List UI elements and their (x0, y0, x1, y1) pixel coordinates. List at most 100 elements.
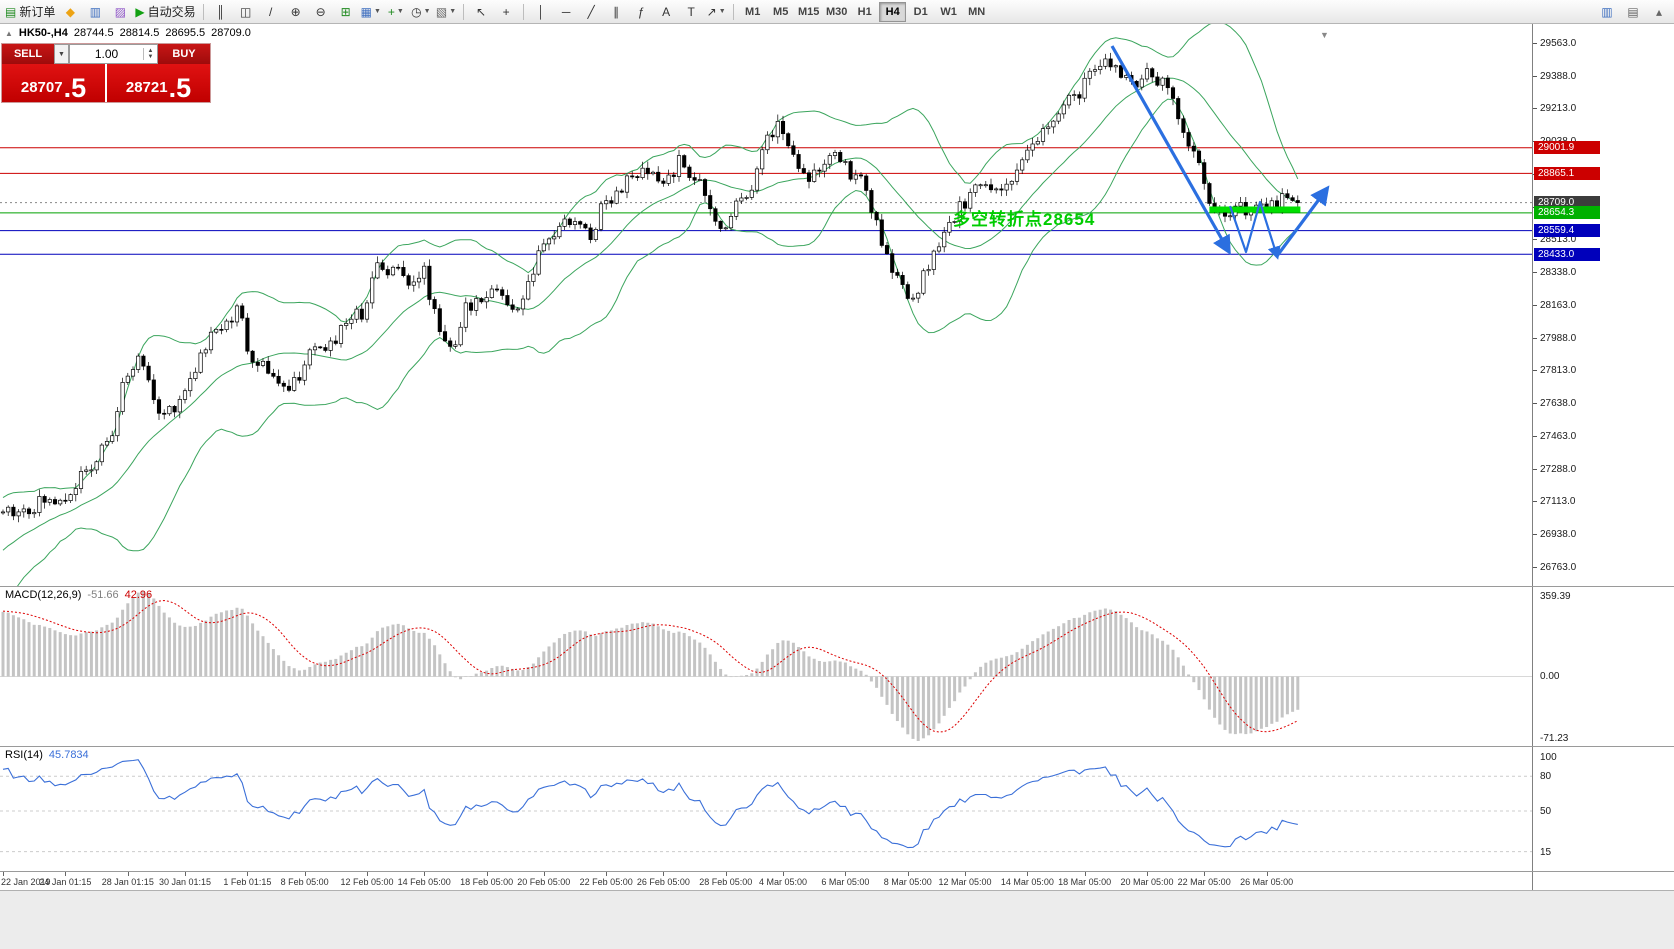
arrows-button[interactable]: ↗ ▼ (704, 2, 728, 22)
text-button[interactable]: A (654, 2, 678, 22)
price-tick-mark (1533, 304, 1537, 306)
macd-bar (219, 612, 223, 677)
chart-list-icon[interactable]: ▥ (1595, 2, 1619, 22)
candle-body (307, 349, 312, 366)
candle-body (1118, 65, 1124, 78)
collapse-panel-icon[interactable]: ▲ (5, 28, 13, 38)
sell-price-display[interactable]: 28707 .5 (2, 64, 105, 102)
panel-separator[interactable] (0, 746, 1674, 747)
cursor-button[interactable]: ↖ (469, 2, 493, 22)
candle-body (1014, 169, 1020, 182)
text-label-button[interactable]: T (679, 2, 703, 22)
macd-bar (1124, 618, 1128, 677)
timeframe-button-d1[interactable]: D1 (913, 5, 928, 18)
trendline-button[interactable]: ╱ (579, 2, 603, 22)
chevron-down-icon[interactable]: ▼ (373, 8, 381, 15)
macd-bar (1228, 676, 1232, 734)
candle-body (73, 488, 78, 495)
market-watch-icon[interactable]: ◆ (58, 2, 82, 22)
candle-body (671, 174, 676, 177)
price-tick-label: 29388.0 (1540, 70, 1577, 82)
macd-bar (6, 612, 10, 677)
chevron-down-icon[interactable]: ▼ (449, 8, 457, 15)
candle-body (234, 305, 240, 323)
chevron-down-icon[interactable]: ▼ (423, 8, 431, 15)
timeframe-button-m30[interactable]: M30 (825, 5, 848, 18)
spinner-down-icon[interactable]: ▼ (147, 54, 154, 60)
macd-bar (521, 670, 525, 677)
panel-separator[interactable] (0, 871, 1674, 872)
line-chart-type-button[interactable]: / (259, 2, 283, 22)
candle-body (905, 284, 910, 299)
horizontal-line-button[interactable]: ─ (554, 2, 578, 22)
sell-button[interactable]: SELL (2, 44, 54, 64)
price-tick-label: 27463.0 (1540, 430, 1577, 442)
macd-bar (594, 635, 598, 677)
candle-body (375, 262, 380, 279)
candle-body (427, 265, 432, 300)
time-axis-label: 28 Feb 05:00 (699, 877, 753, 887)
macd-indicator-panel[interactable] (0, 587, 1532, 746)
timeframe-button-m1[interactable]: M1 (745, 5, 761, 18)
time-axis-label: 22 Mar 05:00 (1177, 877, 1231, 887)
indicators-button[interactable]: + ▼ (384, 2, 408, 22)
channel-button[interactable]: ∥ (604, 2, 628, 22)
time-axis-label: 12 Feb 05:00 (340, 877, 394, 887)
zoom-in-button[interactable]: ⊕ (284, 2, 308, 22)
bar-chart-type-button[interactable]: ║ (209, 2, 233, 22)
pivot-annotation-text[interactable]: 多空转折点28654 (953, 210, 1096, 229)
chart-list-icon-icon: ▥ (1601, 4, 1613, 19)
rsi-indicator-panel[interactable] (0, 747, 1532, 871)
volume-value[interactable]: 1.00 (94, 47, 119, 61)
price-scale[interactable]: 29563.029388.029213.029038.028863.028688… (1532, 24, 1674, 890)
new-order-button[interactable]: ▤ 新订单 (3, 2, 57, 22)
chevron-down-icon[interactable]: ▼ (396, 8, 404, 15)
time-axis[interactable]: 22 Jan 2019 24 Jan 01:15 28 Jan 01:15 30 Ja… (0, 872, 1532, 890)
drawn-arrows[interactable] (1110, 45, 1330, 260)
buy-button[interactable]: BUY (158, 44, 210, 64)
collapse-toolbar-icon[interactable]: ▴ (1647, 2, 1671, 22)
macd-bar (37, 624, 41, 677)
time-axis-label: 30 Jan 01:15 (158, 877, 212, 887)
macd-bar (27, 622, 31, 677)
candle-body (58, 499, 63, 505)
timeframe-button-m5[interactable]: M5 (773, 5, 789, 18)
crosshair-button[interactable]: + (494, 2, 518, 22)
candle-body (1165, 77, 1170, 89)
price-chart[interactable]: ▼ (0, 24, 1532, 586)
timeframe-button-h1[interactable]: H1 (857, 5, 872, 18)
spinner-up-icon[interactable]: ▲ (147, 48, 154, 54)
new-chart-button[interactable]: ▦ ▼ (359, 2, 383, 22)
timeframe-button-m15[interactable]: M15 (797, 5, 820, 18)
volume-spinner[interactable]: ▲ ▼ (143, 48, 157, 60)
candle-body (1035, 141, 1040, 145)
fibonacci-button[interactable]: ƒ (629, 2, 653, 22)
volume-input[interactable]: 1.00 ▲ ▼ (69, 44, 158, 64)
timeframe-button-w1[interactable]: W1 (940, 5, 957, 18)
candlestick-type-button[interactable]: ◫ (234, 2, 258, 22)
print-icon[interactable]: ▤ (1621, 2, 1645, 22)
auto-trading-button[interactable]: ▶ 自动交易 (133, 2, 197, 22)
templates-button[interactable]: ▧ ▼ (434, 2, 458, 22)
tile-windows-button[interactable]: ⊞ (334, 2, 358, 22)
candle-body (645, 167, 650, 175)
panel-separator[interactable] (0, 586, 1674, 587)
chevron-down-icon[interactable]: ▼ (718, 8, 726, 15)
timeframe-button-h4[interactable]: H4 (879, 1, 907, 22)
order-type-dropdown[interactable]: ▼ (54, 44, 69, 64)
macd-bar (843, 662, 847, 677)
toolbar-left-group: ▤ 新订单 ◆ ▥ ▨ ▶ 自动交易 ║ ◫ / ⊕ ⊖ ⊞ ▦ ▼ + ▼ ◷ ▼ ▧ ▼ ↖ + │ ─ ╱ ∥ ƒ A T ↗ ▼ M1 M… (3, 1, 1595, 22)
macd-bar (760, 661, 764, 677)
timeframe-button-mn[interactable]: MN (968, 5, 986, 18)
terminal-icon[interactable]: ▨ (108, 2, 132, 22)
navigator-icon[interactable]: ▥ (83, 2, 107, 22)
candle-body (208, 331, 214, 351)
zoom-out-button[interactable]: ⊖ (309, 2, 333, 22)
print-icon-icon: ▤ (1627, 4, 1639, 19)
candle-body (1181, 118, 1186, 133)
periods-button[interactable]: ◷ ▼ (409, 2, 433, 22)
candle-body (546, 238, 552, 245)
buy-price-display[interactable]: 28721 .5 (107, 64, 210, 102)
vertical-line-button[interactable]: │ (529, 2, 553, 22)
candle-body (1196, 150, 1202, 163)
